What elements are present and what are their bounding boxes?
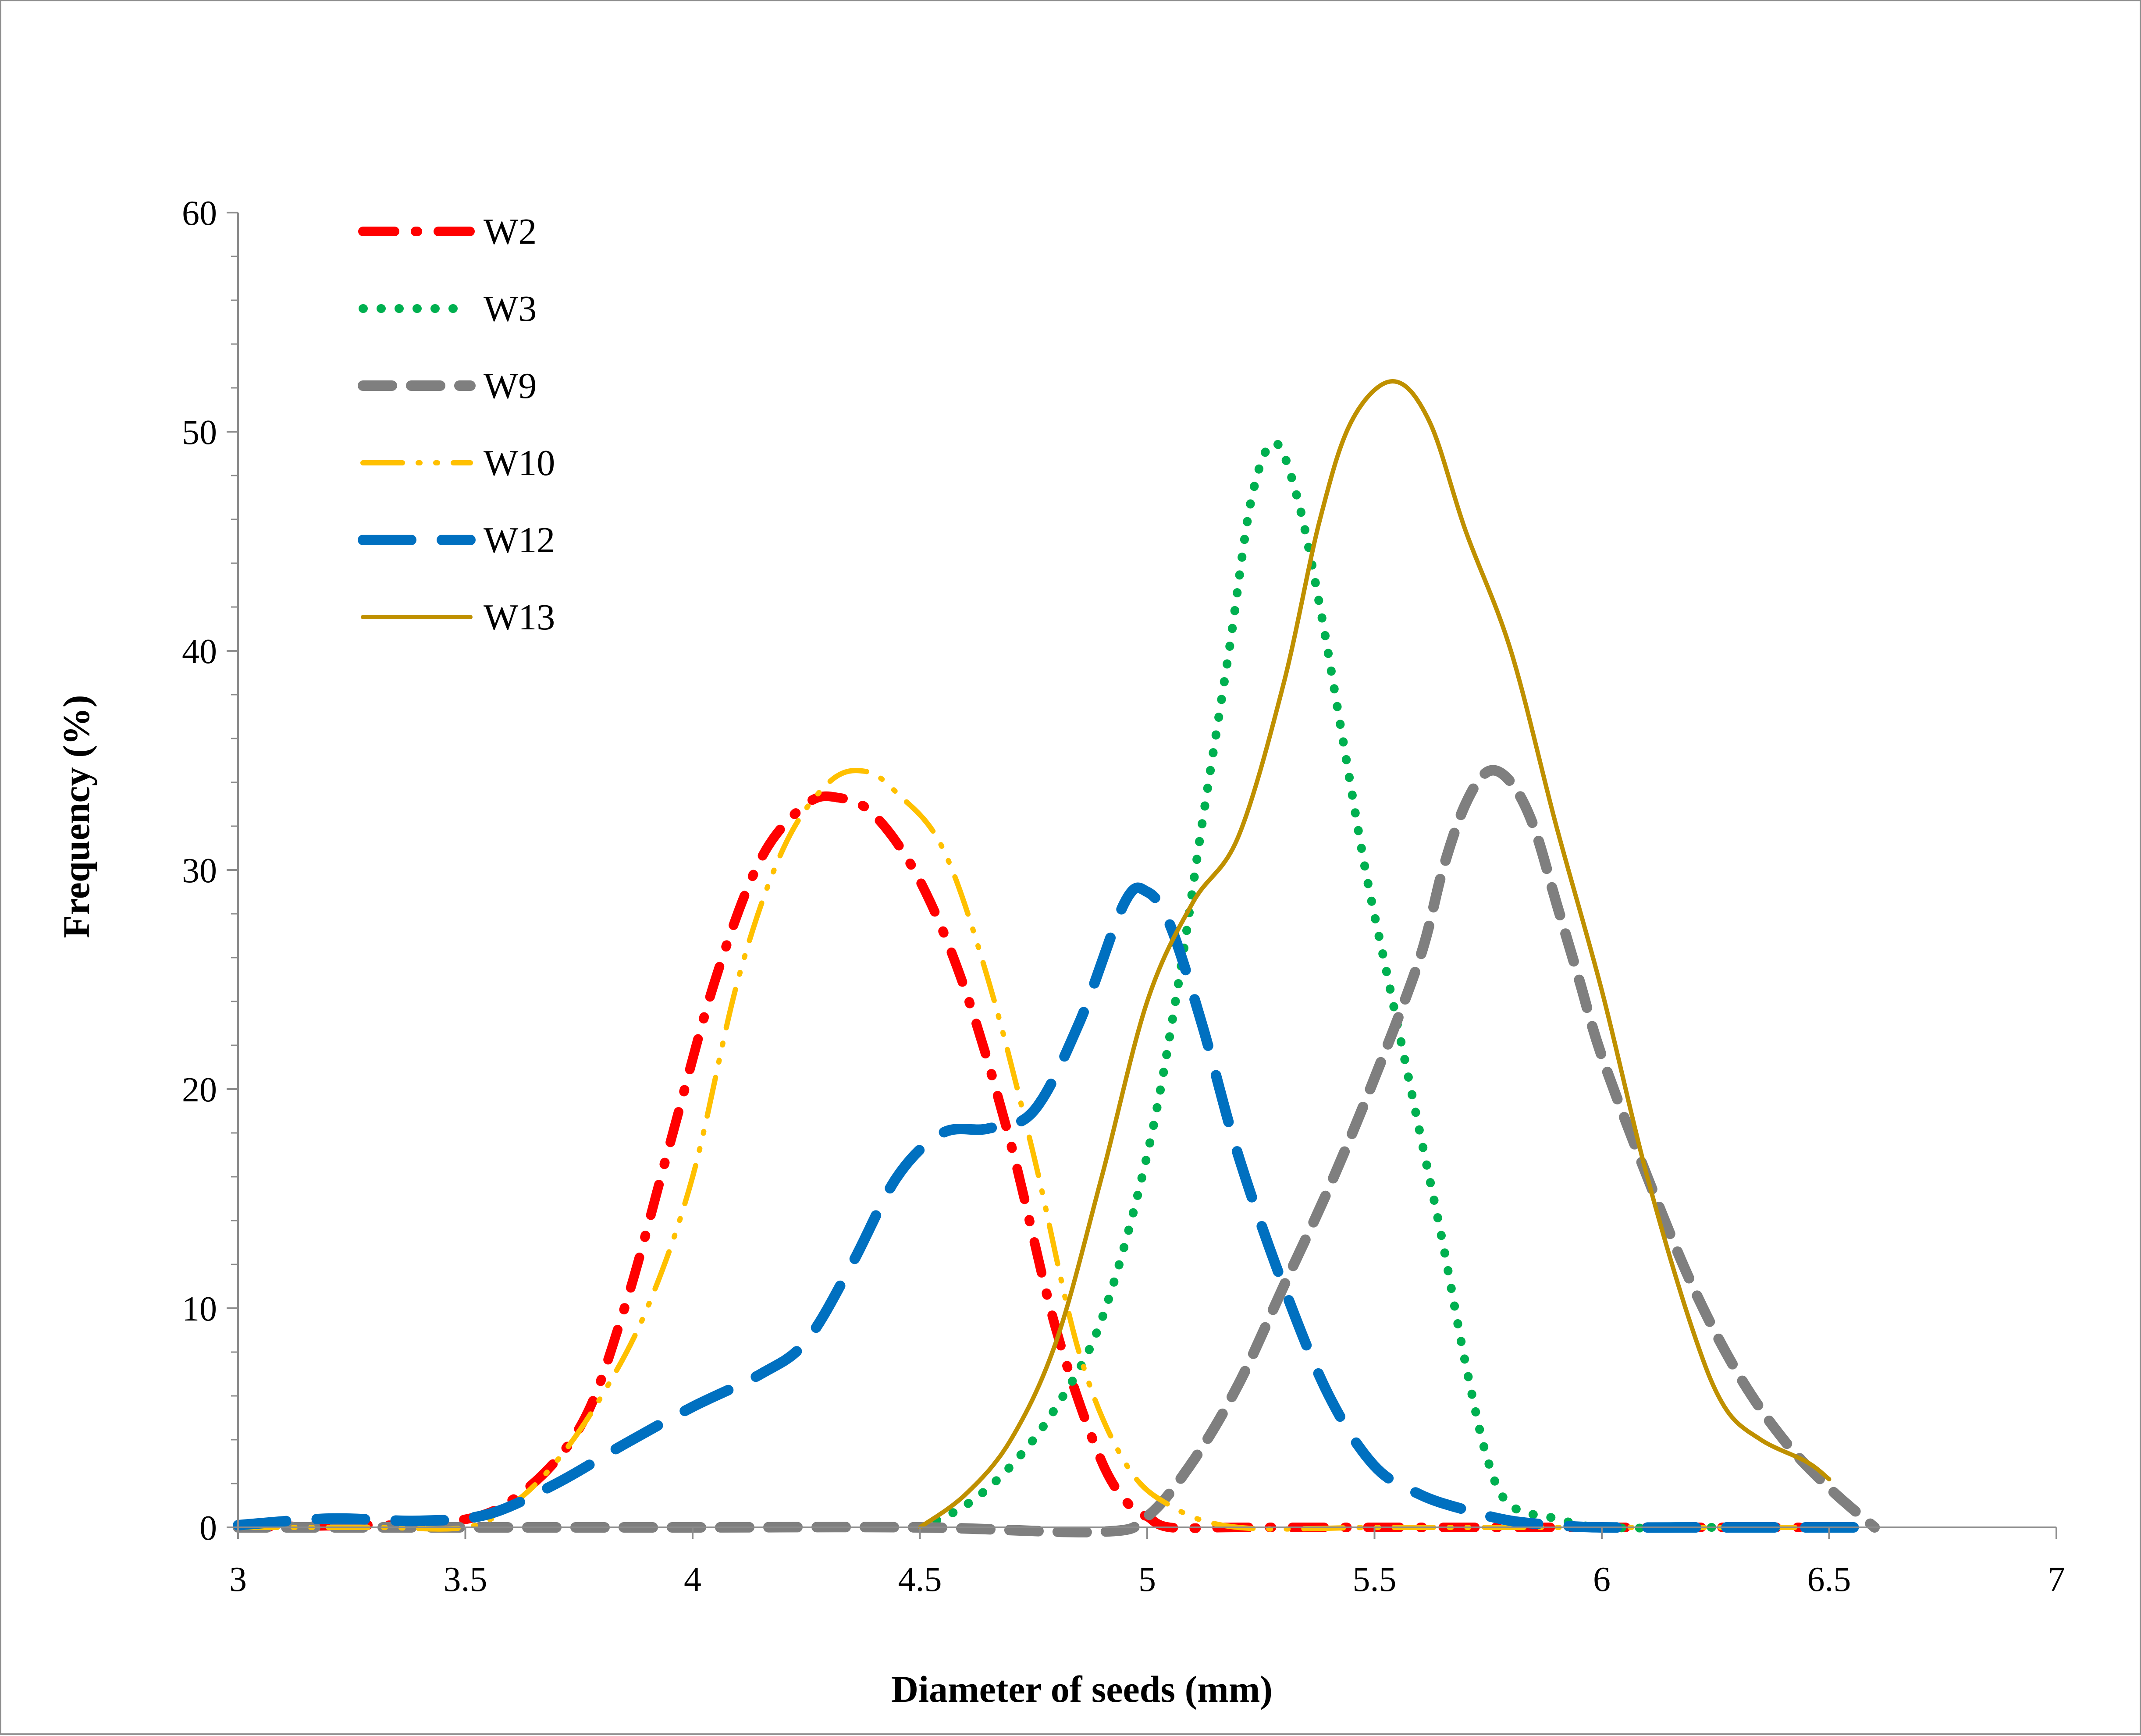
series-line-w10 xyxy=(235,768,1832,1532)
y-axis-title: Frequency (%) xyxy=(55,695,97,938)
x-tick-label: 6.5 xyxy=(1807,1560,1851,1599)
y-tick-label: 10 xyxy=(182,1290,217,1328)
series-line-w13 xyxy=(918,379,1832,1530)
legend-label-w12: W12 xyxy=(484,520,555,561)
x-tick-label: 3.5 xyxy=(444,1560,487,1599)
x-tick-label: 7 xyxy=(2048,1560,2065,1599)
legend-label-w13: W13 xyxy=(484,597,555,638)
series-line-w9 xyxy=(233,765,1880,1537)
y-tick-label: 60 xyxy=(182,194,217,233)
axes-layer: 0 10 20 30 40 50 60 3 3.5 4 4.5 5 5.5 6 6.5 7 xyxy=(182,194,2065,1599)
legend-label-w9: W9 xyxy=(484,366,537,406)
x-tick-label: 4 xyxy=(684,1560,701,1599)
x-axis-title: Diameter of seeds (mm) xyxy=(891,1668,1273,1710)
legend-label-w10: W10 xyxy=(484,443,555,483)
y-tick-label: 40 xyxy=(182,632,217,671)
legend: W2 W3 W9 W10 W12 W13 xyxy=(358,211,555,638)
x-tick-label: 4.5 xyxy=(898,1560,942,1599)
x-tick-label: 6 xyxy=(1593,1560,1611,1599)
series-line-w12 xyxy=(233,882,1880,1533)
legend-label-w3: W3 xyxy=(484,288,537,329)
x-tick-label: 5 xyxy=(1138,1560,1156,1599)
x-tick-label: 3 xyxy=(229,1560,247,1599)
y-tick-label: 0 xyxy=(199,1509,217,1548)
series-line-w3 xyxy=(915,438,1720,1533)
y-tick-label: 50 xyxy=(182,413,217,452)
y-tick-label: 20 xyxy=(182,1071,217,1109)
y-tick-label: 30 xyxy=(182,852,217,890)
x-tick-label: 5.5 xyxy=(1353,1560,1397,1599)
legend-label-w2: W2 xyxy=(484,211,537,252)
